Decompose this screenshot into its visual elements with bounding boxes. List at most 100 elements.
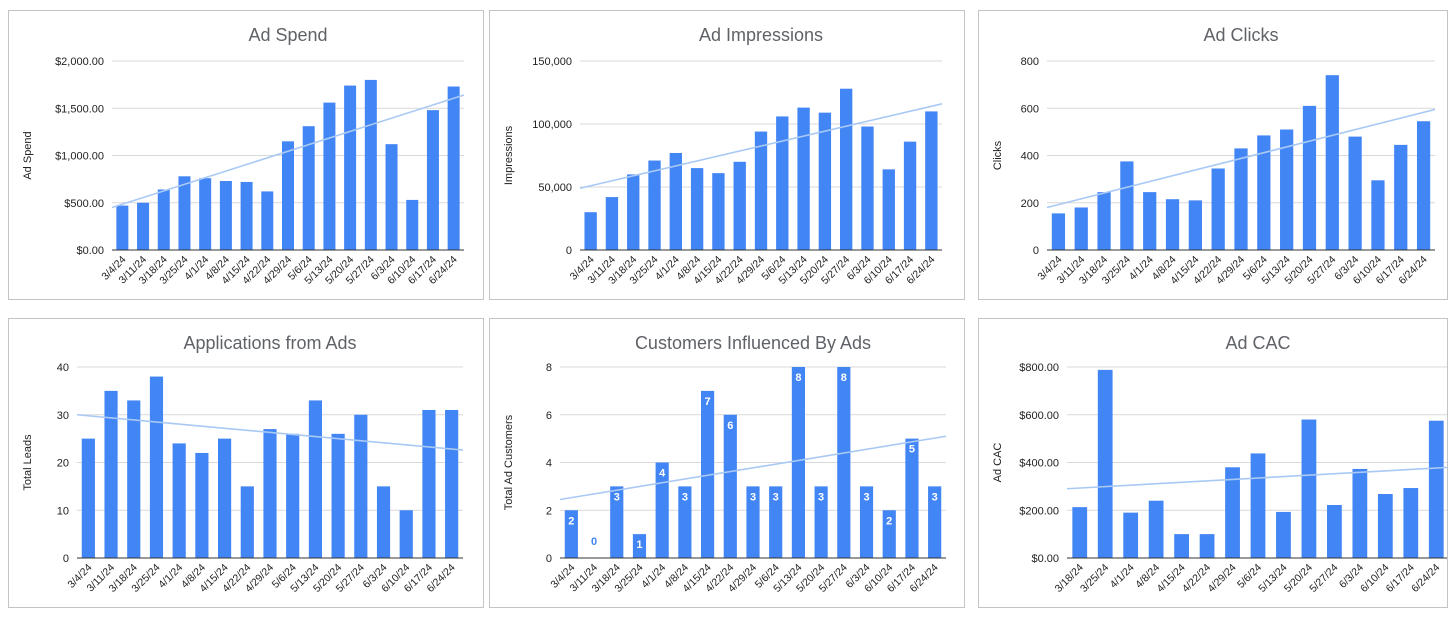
bar[interactable] [746,486,760,558]
bar[interactable] [882,510,896,558]
bar[interactable] [1416,121,1431,251]
data-label: 0 [591,536,597,548]
bar[interactable] [1072,507,1088,558]
bar[interactable] [240,486,254,558]
bar[interactable] [157,189,170,250]
bar[interactable] [445,409,459,558]
bar[interactable] [712,173,725,250]
bar[interactable] [399,510,413,558]
bar[interactable] [344,85,357,250]
bar[interactable] [137,202,150,250]
bar[interactable] [219,181,232,250]
bar[interactable] [769,486,783,558]
bar[interactable] [861,126,874,250]
bar[interactable] [776,116,789,250]
bar[interactable] [281,141,295,250]
bar[interactable] [723,414,737,558]
bar[interactable] [1352,468,1368,558]
bar[interactable] [754,131,768,250]
bar[interactable] [1348,136,1362,250]
bar[interactable] [1148,500,1164,558]
bar[interactable] [1250,453,1266,558]
bar[interactable] [925,111,938,251]
bar[interactable] [627,174,640,250]
bar[interactable] [261,191,274,250]
bar[interactable] [840,88,853,250]
bar[interactable] [903,141,917,250]
bar[interactable] [406,199,419,250]
bar[interactable] [791,367,805,558]
bar[interactable] [655,462,669,559]
bar[interactable] [1097,369,1113,558]
bar[interactable] [859,486,874,558]
bar[interactable] [199,178,212,250]
bar[interactable] [1074,207,1088,250]
bar[interactable] [610,486,624,558]
bar[interactable] [1257,135,1271,250]
bar[interactable] [818,112,832,250]
bar[interactable] [1280,129,1294,250]
bar[interactable] [302,126,315,250]
bar[interactable] [632,534,647,558]
bar[interactable] [1174,534,1189,558]
bar[interactable] [447,86,460,250]
bar[interactable] [422,409,436,558]
bar[interactable] [1123,512,1139,558]
bar[interactable] [1377,494,1393,558]
bar[interactable] [1403,488,1419,558]
bar[interactable] [733,161,746,250]
bar[interactable] [1188,200,1202,250]
bar[interactable] [1051,213,1066,250]
bar[interactable] [263,429,277,558]
bar[interactable] [81,438,95,558]
bar[interactable] [1143,192,1157,250]
bar[interactable] [385,144,398,250]
bar[interactable] [218,438,232,558]
bar[interactable] [690,168,704,250]
bar[interactable] [149,376,164,558]
bar[interactable] [240,181,253,250]
bar[interactable] [1302,105,1317,250]
bar[interactable] [605,197,619,250]
bar[interactable] [678,486,692,558]
bar[interactable] [701,390,715,558]
bar[interactable] [195,452,209,558]
bar[interactable] [1276,511,1291,558]
bar[interactable] [1199,534,1215,558]
bar[interactable] [1327,504,1342,558]
bar[interactable] [882,169,895,250]
bar[interactable] [376,486,391,558]
bar[interactable] [669,152,682,250]
bar[interactable] [1371,180,1385,250]
bar[interactable] [286,433,300,558]
bar[interactable] [584,212,597,250]
bar[interactable] [116,205,129,250]
bar[interactable] [814,486,828,558]
bar[interactable] [1097,192,1111,250]
bar[interactable] [905,438,919,558]
bar[interactable] [797,107,810,251]
bar[interactable] [127,400,141,558]
bar[interactable] [172,443,186,558]
bar[interactable] [426,110,439,250]
bar[interactable] [928,486,942,558]
bar[interactable] [104,390,118,558]
bar[interactable] [331,433,345,558]
bar[interactable] [1120,161,1134,250]
bar[interactable] [837,367,851,558]
bar[interactable] [354,414,368,558]
bar[interactable] [1211,168,1225,250]
bar[interactable] [1225,467,1240,558]
bar[interactable] [178,176,191,250]
bar[interactable] [1428,420,1444,558]
bar[interactable] [564,510,578,558]
bar[interactable] [323,102,336,250]
bar[interactable] [1325,75,1339,250]
bar[interactable] [648,160,661,250]
bar[interactable] [308,400,322,558]
bar[interactable] [1234,148,1248,250]
bar[interactable] [364,79,377,251]
bar[interactable] [1301,419,1317,558]
bar[interactable] [1394,144,1408,250]
bar[interactable] [1165,199,1180,250]
